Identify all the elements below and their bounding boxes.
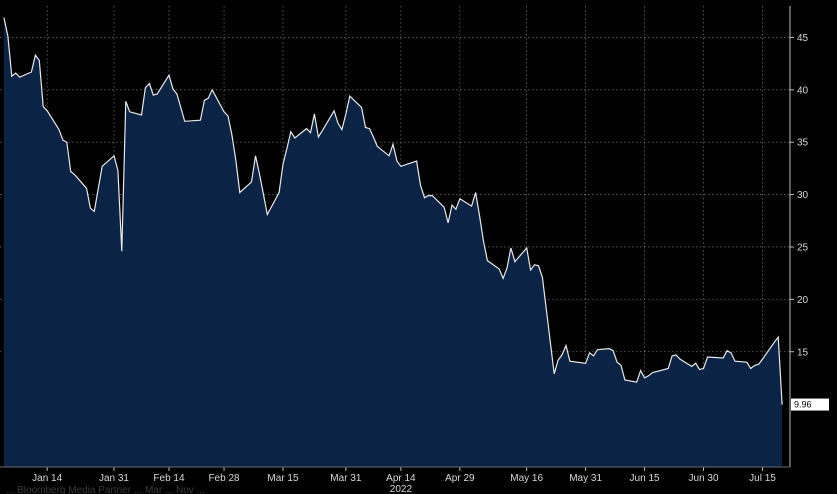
x-tick-label: May 31 — [569, 473, 602, 484]
x-tick-label: May 16 — [510, 473, 543, 484]
y-tick-label: 30 — [797, 190, 809, 201]
y-tick-label: 25 — [797, 242, 809, 253]
x-tick-label: Feb 28 — [208, 473, 240, 484]
y-tick-label: 45 — [797, 33, 809, 44]
last-value-label: 9.96 — [791, 398, 829, 411]
y-tick-label: 15 — [797, 347, 809, 358]
x-tick-label: Feb 14 — [153, 473, 185, 484]
x-tick-label: Apr 29 — [445, 473, 475, 484]
footer-caption: ... Bloomberg Media Partner ... Mar ... … — [6, 485, 205, 494]
series-line — [3, 17, 783, 405]
x-tick-label: Mar 31 — [330, 473, 362, 484]
series-area — [3, 17, 783, 467]
x-axis-year-label: 2022 — [390, 484, 413, 494]
x-tick-label: Jan 31 — [99, 473, 129, 484]
last-value-text: 9.96 — [794, 400, 812, 410]
x-tick-label: Mar 15 — [267, 473, 299, 484]
y-tick-label: 35 — [797, 138, 809, 149]
x-tick-label: Jun 30 — [689, 473, 719, 484]
y-tick-label: 40 — [797, 85, 809, 96]
x-tick-label: Apr 14 — [386, 473, 416, 484]
last-value-box — [791, 398, 829, 411]
x-tick-label: Jul 15 — [749, 473, 776, 484]
y-axis-ticks: 15 20 25 30 35 40 45 — [789, 6, 809, 467]
x-axis-ticks: Jan 14 Jan 31 Feb 14 Feb 28 Mar 15 Mar 31 Apr … — [0, 466, 790, 484]
x-tick-label: Jun 15 — [630, 473, 660, 484]
x-tick-label: Jan 14 — [32, 473, 62, 484]
y-tick-label: 20 — [797, 295, 809, 306]
